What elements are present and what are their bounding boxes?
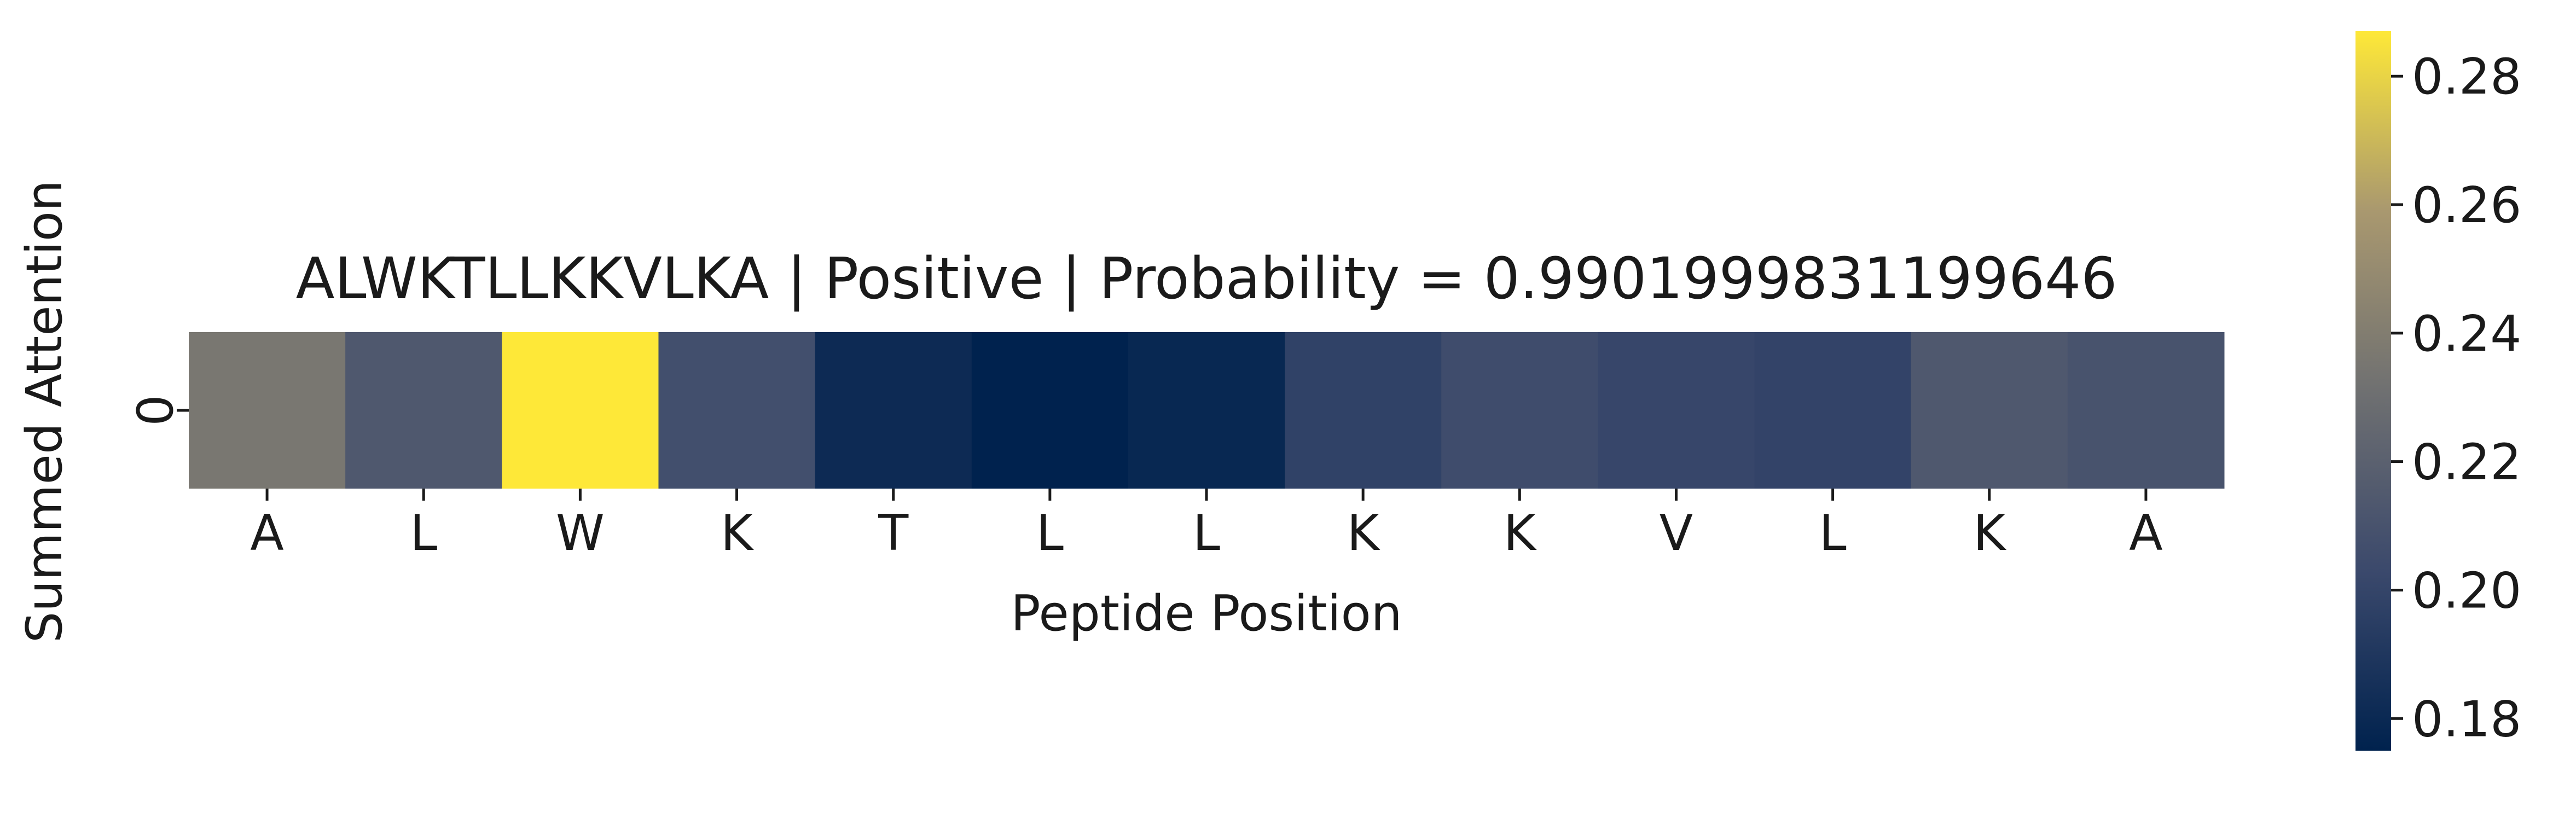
- heatmap-cell: [1441, 332, 1598, 489]
- colorbar-tick-label: 0.24: [2412, 305, 2521, 363]
- x-tick-label: A: [250, 504, 284, 562]
- colorbar-tick-label: 0.18: [2412, 690, 2521, 748]
- heatmap-cell: [502, 332, 659, 489]
- colorbar: [2355, 31, 2391, 751]
- heatmap-cell: [2067, 332, 2225, 489]
- colorbar-tick-label: 0.28: [2412, 48, 2521, 106]
- chart-title: ALWKTLLKKVLKA | Positive | Probability =…: [295, 245, 2117, 312]
- heatmap-cell: [1911, 332, 2068, 489]
- heatmap-cell: [345, 332, 502, 489]
- x-tick-label: T: [878, 504, 909, 562]
- heatmap-cell: [815, 332, 972, 489]
- colorbar-ticks: 0.18 0.20 0.22 0.24 0.26 0.28: [2391, 48, 2521, 748]
- heatmap-cell: [1285, 332, 1442, 489]
- x-tick-label: L: [410, 504, 437, 562]
- heatmap-cell: [1598, 332, 1755, 489]
- x-tick-label: K: [1973, 504, 2006, 562]
- heatmap-cell: [971, 332, 1129, 489]
- y-tick-label: 0: [127, 394, 184, 426]
- x-tick-label: L: [1193, 504, 1220, 562]
- heatmap-cell: [1128, 332, 1285, 489]
- x-tick-label: V: [1660, 504, 1693, 562]
- heatmap-cell: [658, 332, 816, 489]
- y-axis-label: Summed Attention: [16, 180, 73, 643]
- heatmap-cell: [189, 332, 346, 489]
- colorbar-tick-label: 0.26: [2412, 177, 2521, 234]
- x-tick-label: K: [1347, 504, 1380, 562]
- x-tick-label: W: [556, 504, 605, 562]
- x-tick-label: L: [1819, 504, 1847, 562]
- x-tick-label: A: [2129, 504, 2163, 562]
- x-tick-label: L: [1036, 504, 1064, 562]
- colorbar-tick-label: 0.20: [2412, 562, 2521, 619]
- y-axis-ticks: 0: [127, 394, 189, 426]
- x-tick-label: K: [721, 504, 754, 562]
- heatmap-cell: [1754, 332, 1912, 489]
- x-axis-label: Peptide Position: [1011, 585, 1402, 642]
- colorbar-tick-label: 0.22: [2412, 434, 2521, 491]
- x-tick-label: K: [1504, 504, 1537, 562]
- heatmap-cells: [189, 332, 2225, 489]
